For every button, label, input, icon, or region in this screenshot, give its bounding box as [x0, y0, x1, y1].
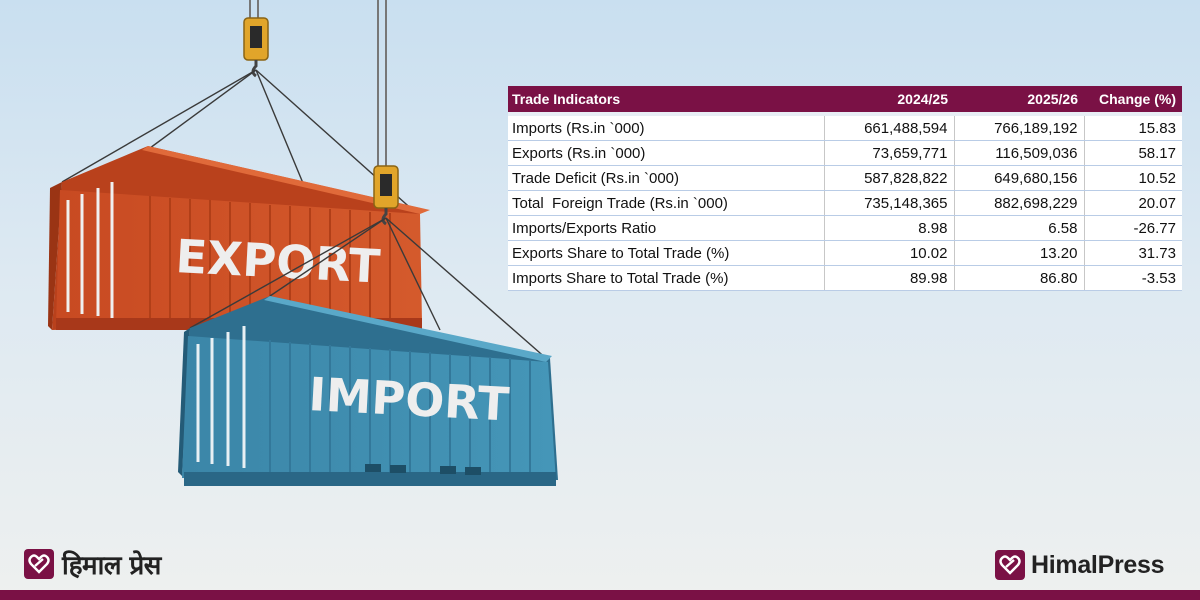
header-2025-26: 2025/26	[954, 86, 1084, 114]
value-change: 58.17	[1084, 140, 1182, 166]
value-2025-26: 86.80	[954, 265, 1085, 291]
value-change: -26.77	[1084, 215, 1182, 241]
header-trade-indicators: Trade Indicators	[508, 86, 824, 114]
row-label: Imports/Exports Ratio	[508, 215, 825, 241]
value-2025-26: 13.20	[954, 240, 1085, 266]
value-2025-26: 766,189,192	[954, 112, 1085, 141]
value-2024-25: 10.02	[824, 240, 955, 266]
row-label: Imports (Rs.in `000)	[508, 112, 825, 141]
row-label: Exports (Rs.in `000)	[508, 140, 825, 166]
value-change: 15.83	[1084, 112, 1182, 141]
blue-container-slings	[189, 217, 549, 361]
row-label: Imports Share to Total Trade (%)	[508, 265, 825, 291]
export-container: EXPORT	[48, 146, 430, 330]
table-header-row: Trade Indicators 2024/25 2025/26 Change …	[508, 86, 1182, 114]
footer-bar	[0, 590, 1200, 600]
header-change-percent: Change (%)	[1084, 86, 1182, 114]
header-2024-25: 2024/25	[824, 86, 954, 114]
row-label: Trade Deficit (Rs.in `000)	[508, 165, 825, 191]
value-2024-25: 735,148,365	[824, 190, 955, 216]
trade-indicators-table: Trade Indicators 2024/25 2025/26 Change …	[508, 86, 1182, 291]
value-2024-25: 587,828,822	[824, 165, 955, 191]
brand-name-english: HimalPress	[1031, 550, 1165, 579]
table-row: Imports (Rs.in `000) 661,488,594 766,189…	[508, 112, 1182, 141]
value-2025-26: 6.58	[954, 215, 1085, 241]
brand-name-nepali: हिमाल प्रेस	[62, 551, 161, 581]
import-label: IMPORT	[307, 367, 511, 431]
upper-hook-icon	[243, 17, 269, 78]
value-change: 20.07	[1084, 190, 1182, 216]
brand-nepali: हिमाल प्रेस	[24, 546, 161, 582]
value-2024-25: 73,659,771	[824, 140, 955, 166]
table-row: Trade Deficit (Rs.in `000) 587,828,822 6…	[508, 165, 1182, 191]
value-change: 10.52	[1084, 165, 1182, 191]
table-row: Imports Share to Total Trade (%) 89.98 8…	[508, 265, 1182, 291]
table-row: Exports Share to Total Trade (%) 10.02 1…	[508, 240, 1182, 266]
heart-logo-icon	[995, 550, 1025, 580]
value-2025-26: 649,680,156	[954, 165, 1085, 191]
value-2025-26: 882,698,229	[954, 190, 1085, 216]
heart-logo-icon	[24, 549, 54, 579]
row-label: Exports Share to Total Trade (%)	[508, 240, 825, 266]
value-change: -3.53	[1084, 265, 1182, 291]
table-row: Total Foreign Trade (Rs.in `000) 735,148…	[508, 190, 1182, 216]
export-label: EXPORT	[174, 229, 382, 294]
value-2025-26: 116,509,036	[954, 140, 1085, 166]
value-2024-25: 661,488,594	[824, 112, 955, 141]
table-row: Imports/Exports Ratio 8.98 6.58 -26.77	[508, 215, 1182, 241]
lower-crane-cables	[377, 0, 387, 168]
upper-crane-cables	[249, 0, 259, 20]
value-2024-25: 8.98	[824, 215, 955, 241]
table-row: Exports (Rs.in `000) 73,659,771 116,509,…	[508, 140, 1182, 166]
containers-illustration: EXPORT	[48, 0, 558, 486]
row-label: Total Foreign Trade (Rs.in `000)	[508, 190, 825, 216]
value-2024-25: 89.98	[824, 265, 955, 291]
brand-english: HimalPress	[995, 550, 1165, 580]
lower-hook-icon	[373, 165, 399, 226]
import-container: IMPORT	[178, 296, 558, 486]
value-change: 31.73	[1084, 240, 1182, 266]
